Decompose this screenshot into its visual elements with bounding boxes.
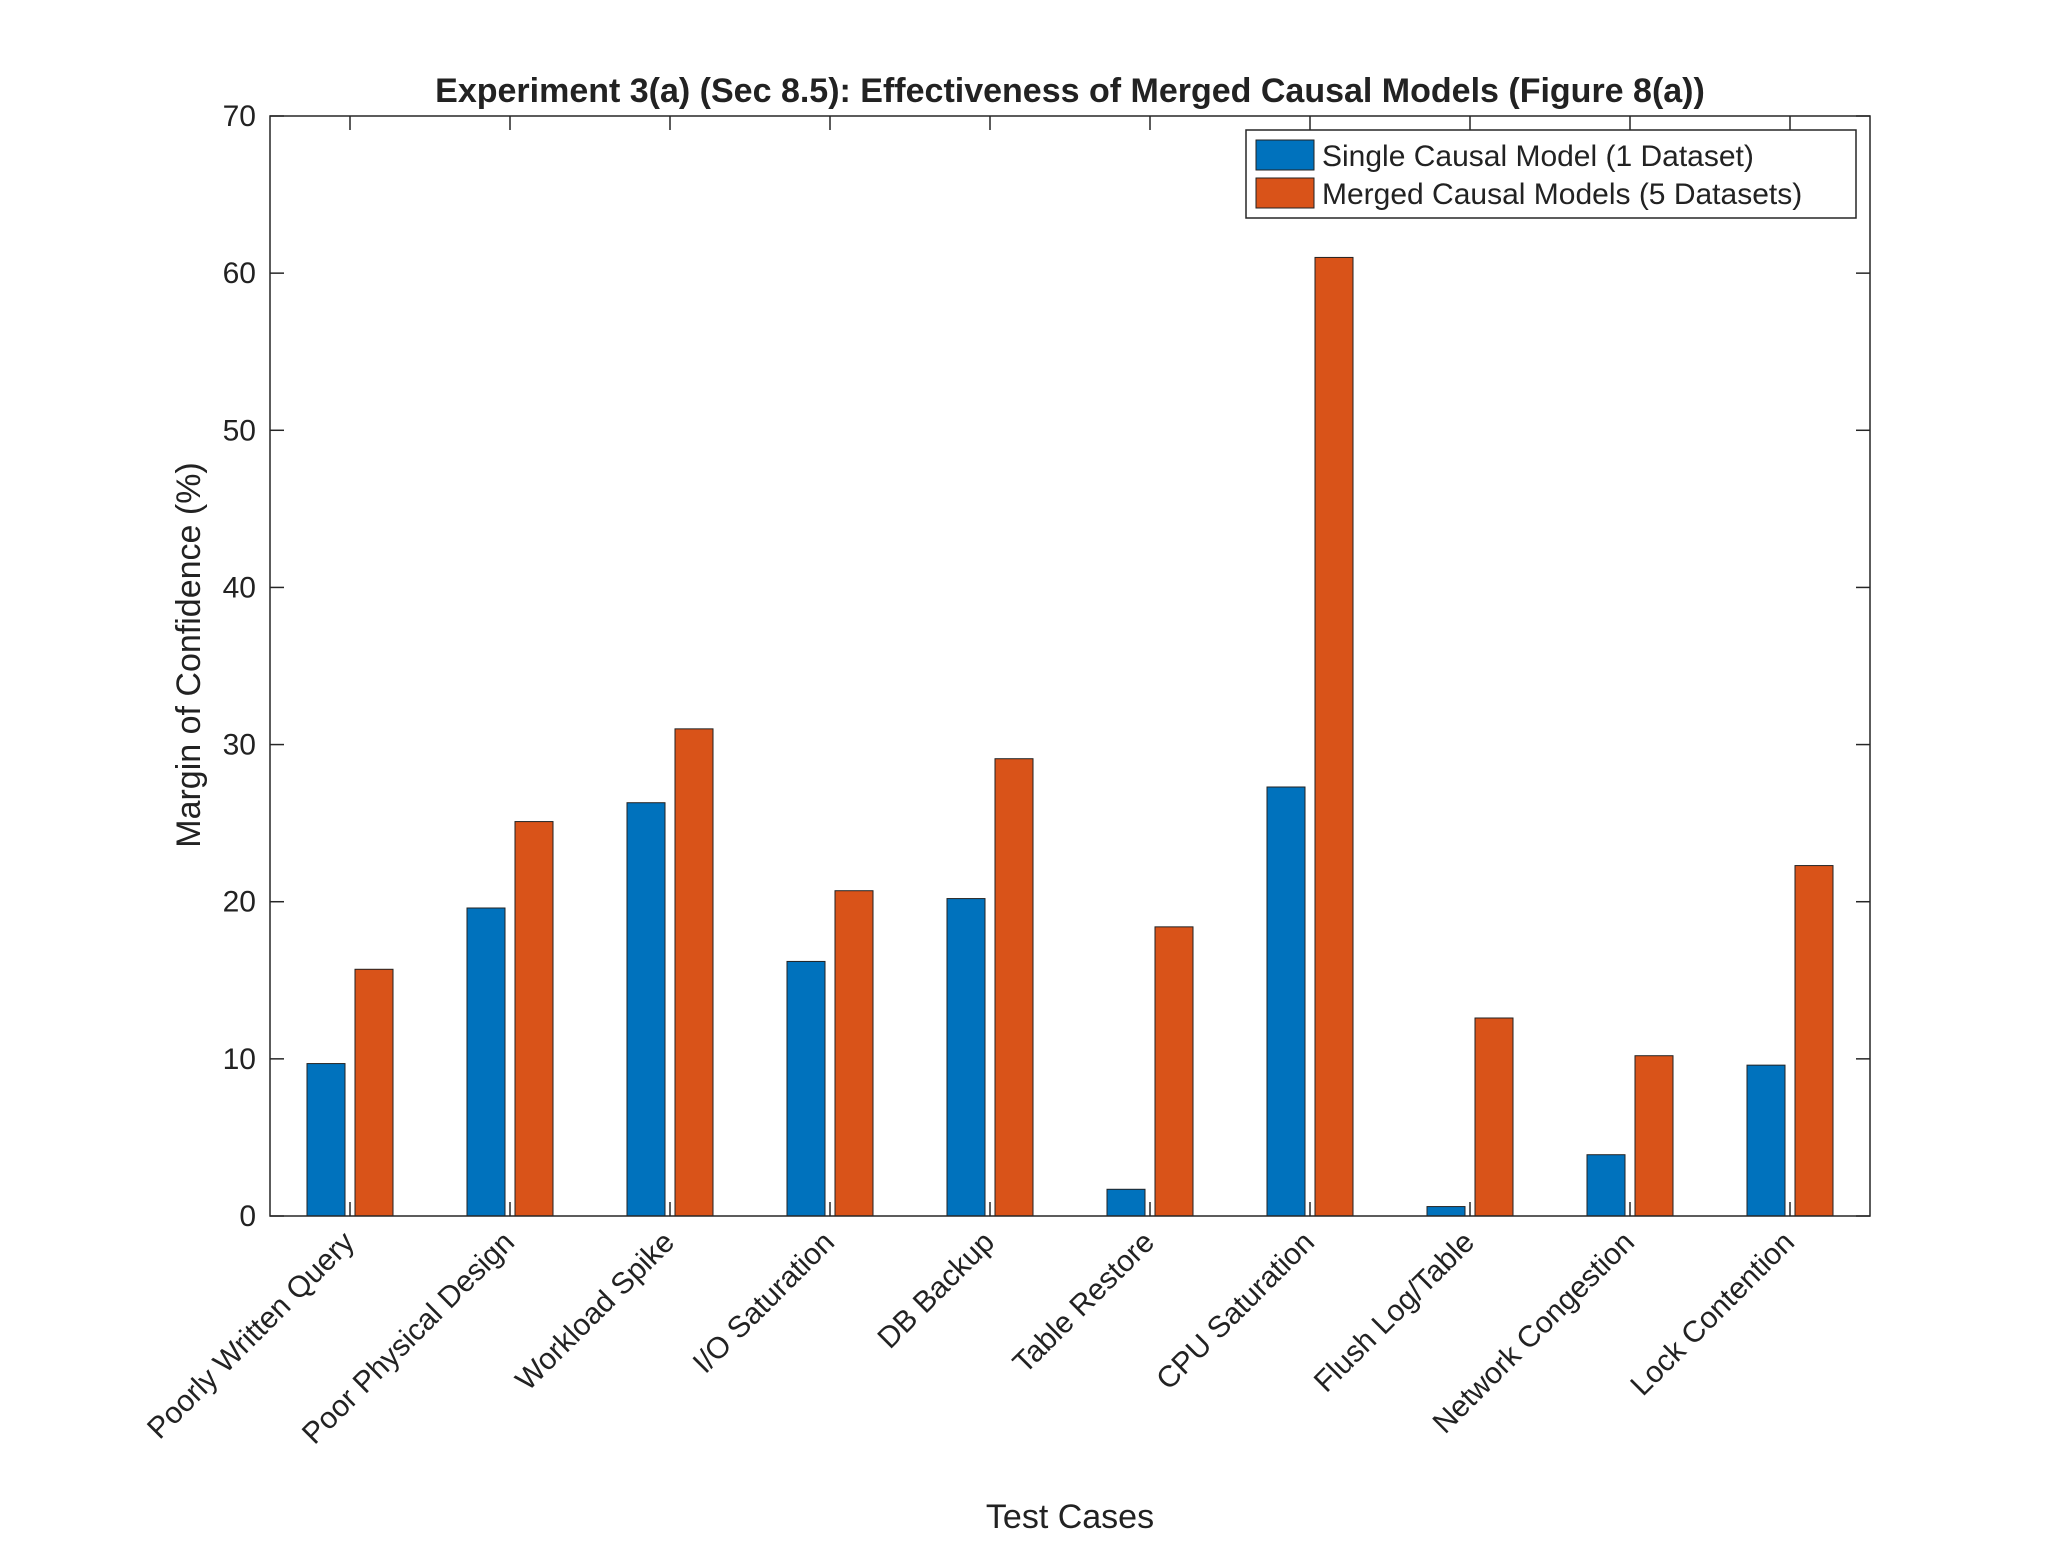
bar-single-5: [946, 898, 986, 1217]
legend-label-1: Single Causal Model (1 Dataset): [1322, 140, 1754, 173]
bar-merged-4: [834, 890, 874, 1217]
bar-merged-9: [1634, 1055, 1674, 1217]
axes: [269, 115, 1871, 1217]
y-tick-label-10: 10: [223, 1043, 256, 1076]
y-tick-label-60: 60: [223, 257, 256, 290]
y-tick-label-30: 30: [223, 729, 256, 762]
legend-label-2: Merged Causal Models (5 Datasets): [1322, 178, 1802, 211]
bar-merged-3: [674, 728, 714, 1217]
bar-single-8: [1426, 1206, 1466, 1217]
bar-merged-2: [514, 821, 554, 1217]
bar-merged-1: [354, 968, 394, 1217]
plot-area: [270, 116, 1870, 1216]
x-tick-label-10: Lock Contention: [1624, 1226, 1801, 1403]
bar-single-6: [1106, 1188, 1146, 1217]
x-tick-label-5: DB Backup: [871, 1226, 1000, 1355]
bar-merged-8: [1474, 1017, 1514, 1217]
y-axis-label: Margin of Confidence (%): [170, 462, 208, 848]
legend-box: [1245, 129, 1857, 219]
y-tick-label-70: 70: [223, 100, 256, 133]
bar-merged-10: [1794, 865, 1834, 1217]
bar-single-9: [1586, 1154, 1626, 1217]
bar-single-1: [306, 1063, 346, 1217]
bar-single-4: [786, 960, 826, 1217]
legend-swatch-2: [1255, 177, 1315, 209]
bar-single-10: [1746, 1064, 1786, 1217]
plot-background: [270, 116, 1870, 1216]
y-tick-label-50: 50: [223, 414, 256, 447]
x-tick-label-6: Table Restore: [1007, 1226, 1161, 1380]
legend-swatch-1: [1255, 139, 1315, 171]
y-tick-label-20: 20: [223, 886, 256, 919]
x-tick-label-4: I/O Saturation: [687, 1226, 841, 1380]
axes-box: [269, 115, 1871, 1217]
bar-merged-6: [1154, 926, 1194, 1217]
x-tick-label-3: Workload Spike: [509, 1226, 681, 1398]
x-tick-label-8: Flush Log/Table: [1308, 1226, 1481, 1399]
y-tick-label-0: 0: [239, 1200, 256, 1233]
y-tick-label-40: 40: [223, 571, 256, 604]
bar-single-2: [466, 907, 506, 1217]
bar-single-7: [1266, 786, 1306, 1217]
bar-merged-7: [1314, 256, 1354, 1217]
chart-title: Experiment 3(a) (Sec 8.5): Effectiveness…: [435, 72, 1705, 110]
bars: [306, 256, 1834, 1217]
bar-merged-5: [994, 758, 1034, 1217]
legend: Single Causal Model (1 Dataset) Merged Ca…: [1245, 129, 1857, 219]
x-tick-label-7: CPU Saturation: [1150, 1226, 1321, 1397]
bar-single-3: [626, 802, 666, 1217]
y-axis-ticks: 0 10 20 30 40 50 60 70: [223, 100, 1870, 1233]
x-axis-label: Test Cases: [986, 1498, 1154, 1536]
